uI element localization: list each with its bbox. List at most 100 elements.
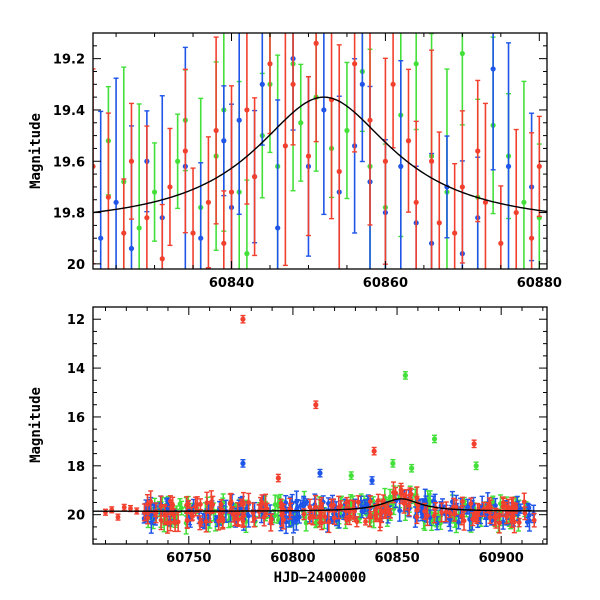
bottom-point-red-131-marker	[227, 501, 233, 507]
bottom-point-green-136	[179, 500, 185, 516]
bottom-point-blue-128-marker	[526, 505, 532, 511]
top-point-red-14	[251, 97, 258, 257]
bottom-outlier-0	[240, 314, 246, 324]
bottom-point-red-145-marker	[470, 516, 476, 522]
bottom-point-red-163-marker	[220, 518, 226, 524]
bottom-point-red-157-marker	[398, 491, 404, 496]
bottom-point-red-63-marker	[459, 513, 465, 519]
bottom-point-red-177	[319, 515, 325, 531]
bottom-point-red-143	[383, 505, 389, 520]
bottom-outlier-4	[471, 439, 477, 449]
top-point-green-26-marker	[459, 50, 465, 57]
bottom-point-red-148-marker	[186, 501, 191, 507]
bottom-point-blue-124-marker	[434, 520, 440, 526]
bottom-outlier-13	[275, 473, 281, 483]
bottom-outlier-6-marker	[240, 460, 246, 466]
bottom-early-point-3	[121, 503, 127, 511]
top-x-tick-label: 60840	[209, 276, 254, 291]
bottom-point-red-136	[278, 498, 284, 508]
bottom-outlier-12	[473, 461, 479, 471]
bottom-point-red-82	[310, 508, 316, 526]
top-y-tick-label: 19.4	[53, 104, 85, 119]
top-point-red-8-marker	[190, 230, 196, 236]
top-point-blue-6	[198, 162, 204, 269]
bottom-point-red-156	[344, 496, 350, 508]
top-point-red-15	[267, 33, 273, 135]
bottom-point-red-171-marker	[373, 508, 378, 513]
bottom-point-blue-36-marker	[456, 519, 461, 525]
bottom-point-red-77	[516, 517, 522, 528]
top-point-blue-0	[98, 110, 104, 269]
bottom-point-red-103-marker	[531, 517, 537, 523]
bottom-point-red-173-marker	[401, 501, 407, 506]
bottom-point-red-174-marker	[347, 514, 353, 520]
bottom-x-tick-label: 60750	[166, 551, 211, 566]
bottom-outlier-11	[369, 476, 375, 485]
top-point-red-25	[390, 33, 396, 149]
bottom-point-red-163	[220, 512, 226, 530]
bottom-point-red-24-marker	[331, 515, 337, 521]
top-point-red-31-marker	[459, 184, 465, 190]
top-axis-ticks: 60840 60860 60880 19.2 19.4 19.6 19.8 20	[53, 32, 562, 291]
top-point-green-2-marker	[136, 225, 142, 231]
bottom-early-point-2	[115, 513, 121, 521]
bottom-point-red-170	[184, 512, 190, 529]
top-point-blue-21-marker	[398, 163, 404, 169]
top-point-red-32-marker	[475, 148, 481, 154]
bottom-point-red-143-marker	[383, 509, 388, 515]
top-point-red-7	[182, 68, 188, 234]
top-point-red-25-marker	[390, 81, 396, 87]
bottom-point-red-152-marker	[261, 514, 267, 520]
bottom-point-green-136-marker	[179, 505, 184, 511]
top-point-blue-21	[398, 60, 404, 269]
top-point-red-28-marker	[428, 158, 435, 164]
top-point-red-16	[282, 33, 288, 267]
top-point-green-30-marker	[521, 199, 527, 205]
top-data-points	[93, 33, 542, 269]
top-point-red-35-marker	[513, 209, 519, 216]
bottom-point-red-50	[367, 507, 373, 528]
bottom-point-red-25-marker	[145, 515, 151, 521]
top-point-blue-9	[236, 33, 242, 215]
top-point-red-28	[428, 49, 435, 269]
top-point-red-22-marker	[352, 61, 358, 67]
bottom-point-red-19-marker	[521, 499, 527, 505]
top-point-red-2	[121, 178, 127, 269]
bottom-point-red-178	[451, 497, 457, 517]
bottom-point-red-118	[167, 513, 173, 532]
bottom-outlier-7	[390, 459, 396, 468]
bottom-point-red-176-marker	[373, 515, 379, 521]
top-point-red-4-marker	[144, 215, 150, 221]
top-point-blue-27	[490, 33, 496, 171]
top-point-red-13-marker	[244, 107, 250, 113]
bottom-point-red-36-marker	[425, 513, 430, 519]
top-model-curve	[93, 96, 547, 214]
bottom-point-red-41-marker	[313, 504, 318, 510]
bottom-point-blue-179	[465, 498, 471, 515]
bottom-point-red-61-marker	[240, 518, 246, 524]
top-point-blue-15-marker	[321, 107, 327, 113]
bottom-point-red-173	[401, 493, 407, 514]
top-point-blue-18-marker	[359, 81, 365, 87]
bottom-point-red-165-marker	[322, 514, 328, 520]
bottom-point-red-129-marker	[379, 509, 385, 515]
bottom-point-red-160	[162, 503, 168, 524]
top-point-red-9	[205, 136, 212, 269]
bottom-point-red-71	[193, 496, 199, 517]
top-point-red-3	[128, 102, 135, 220]
top-point-red-31	[459, 110, 465, 264]
bottom-point-red-107-marker	[500, 500, 506, 506]
top-point-red-23-marker	[367, 117, 373, 123]
top-point-green-3	[151, 142, 158, 242]
bottom-point-red-74-marker	[145, 502, 150, 507]
top-point-red-37	[536, 115, 542, 218]
bottom-point-red-103	[531, 512, 537, 528]
bottom-point-red-69-marker	[487, 514, 493, 520]
bottom-point-red-43	[496, 512, 502, 534]
bottom-point-red-90-marker	[431, 513, 437, 519]
top-point-red-26	[405, 68, 412, 213]
top-point-red-29	[436, 131, 442, 269]
bottom-point-red-179-marker	[461, 518, 467, 524]
top-point-blue-7	[221, 85, 227, 197]
